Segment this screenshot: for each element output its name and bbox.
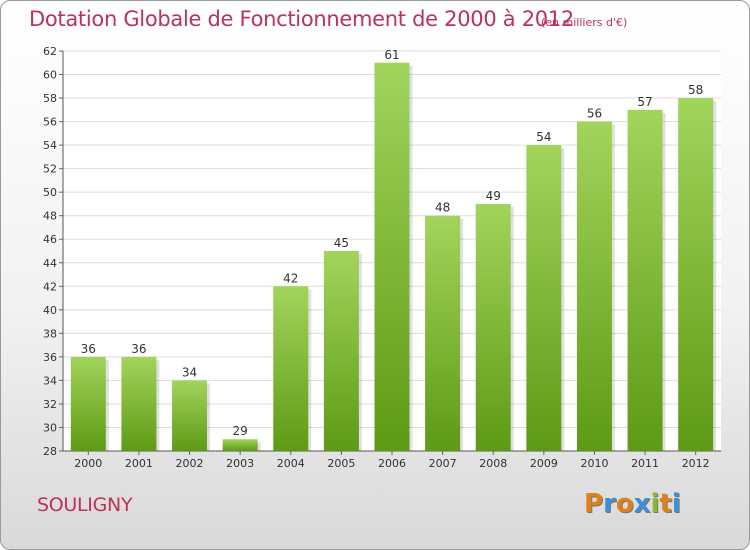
logo-letter: P xyxy=(584,489,604,519)
y-tick-label: 46 xyxy=(43,233,57,246)
bar-2008 xyxy=(475,203,511,451)
logo-letter: i xyxy=(671,489,681,519)
x-tick-label: 2010 xyxy=(580,457,608,470)
bar-2004 xyxy=(273,286,309,451)
x-tick-label: 2005 xyxy=(327,457,355,470)
x-tick-label: 2002 xyxy=(176,457,204,470)
x-tick-label: 2008 xyxy=(479,457,507,470)
bar-value-label: 49 xyxy=(486,189,501,203)
y-tick-label: 36 xyxy=(43,351,57,364)
bar-2005 xyxy=(323,251,359,451)
bar-value-label: 42 xyxy=(283,271,298,285)
y-tick-label: 62 xyxy=(43,45,57,58)
y-tick-label: 50 xyxy=(43,186,57,199)
y-tick-label: 40 xyxy=(43,304,57,317)
commune-name: SOULIGNY xyxy=(37,494,133,516)
logo-letter: t xyxy=(659,489,672,519)
bar-value-label: 54 xyxy=(536,130,551,144)
bar-value-label: 36 xyxy=(81,342,96,356)
y-tick-label: 54 xyxy=(43,139,57,152)
y-tick-label: 48 xyxy=(43,210,57,223)
x-tick-label: 2007 xyxy=(429,457,457,470)
logo-letter: o xyxy=(615,489,634,519)
bar-2000 xyxy=(70,356,106,451)
x-tick-label: 2006 xyxy=(378,457,406,470)
bar-2006 xyxy=(374,62,410,451)
x-tick-label: 2011 xyxy=(631,457,659,470)
bar-2002 xyxy=(172,380,208,451)
bar-2010 xyxy=(576,121,612,452)
y-tick-label: 34 xyxy=(43,374,57,387)
bar-value-label: 61 xyxy=(384,48,399,62)
bar-value-label: 48 xyxy=(435,201,450,215)
y-tick-label: 44 xyxy=(43,257,57,270)
bar-value-label: 29 xyxy=(233,424,248,438)
bar-2012 xyxy=(678,98,714,451)
bar-value-label: 57 xyxy=(637,95,652,109)
bar-2011 xyxy=(627,109,663,451)
bar-value-label: 36 xyxy=(131,342,146,356)
x-tick-label: 2000 xyxy=(74,457,102,470)
bar-2009 xyxy=(526,145,562,451)
y-tick-label: 28 xyxy=(43,445,57,458)
y-tick-label: 42 xyxy=(43,280,57,293)
logo-letter: x xyxy=(633,489,651,519)
chart-title: Dotation Globale de Fonctionnement de 20… xyxy=(29,7,574,31)
bar-2003 xyxy=(222,439,258,451)
y-tick-label: 38 xyxy=(43,327,57,340)
y-tick-label: 58 xyxy=(43,92,57,105)
x-tick-label: 2004 xyxy=(277,457,305,470)
bar-value-label: 45 xyxy=(334,236,349,250)
bar-value-label: 56 xyxy=(587,107,602,121)
y-tick-label: 30 xyxy=(43,421,57,434)
y-tick-label: 56 xyxy=(43,116,57,129)
y-tick-label: 60 xyxy=(43,69,57,82)
x-tick-label: 2003 xyxy=(226,457,254,470)
x-tick-label: 2012 xyxy=(682,457,710,470)
bar-2007 xyxy=(425,215,461,451)
y-tick-label: 52 xyxy=(43,163,57,176)
logo-letter: r xyxy=(603,489,616,519)
logo-letter: i xyxy=(650,489,660,519)
bar-value-label: 58 xyxy=(688,83,703,97)
bar-value-label: 34 xyxy=(182,365,197,379)
x-tick-label: 2001 xyxy=(125,457,153,470)
bar-2001 xyxy=(121,356,157,451)
x-tick-label: 2009 xyxy=(530,457,558,470)
proxiti-logo: Proxiti xyxy=(584,489,681,519)
chart-subtitle: (en milliers d'€) xyxy=(541,16,628,29)
y-tick-label: 32 xyxy=(43,398,57,411)
